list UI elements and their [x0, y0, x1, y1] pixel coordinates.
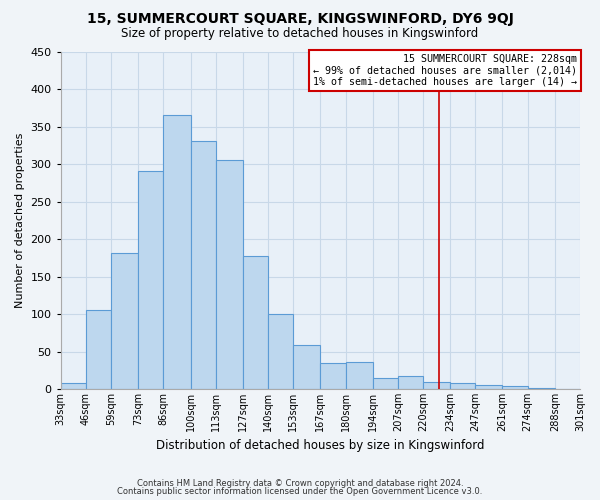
Bar: [527, 388, 555, 389]
Bar: [293, 345, 320, 389]
Bar: [502, 386, 527, 389]
Text: Size of property relative to detached houses in Kingswinford: Size of property relative to detached ho…: [121, 28, 479, 40]
Bar: [475, 386, 502, 389]
X-axis label: Distribution of detached houses by size in Kingswinford: Distribution of detached houses by size …: [156, 440, 485, 452]
Bar: [86, 310, 111, 389]
Bar: [346, 362, 373, 389]
Bar: [191, 141, 216, 389]
Bar: [216, 160, 243, 389]
Bar: [61, 383, 86, 389]
Bar: [398, 376, 423, 389]
Text: Contains HM Land Registry data © Crown copyright and database right 2024.: Contains HM Land Registry data © Crown c…: [137, 478, 463, 488]
Bar: [163, 114, 191, 389]
Y-axis label: Number of detached properties: Number of detached properties: [15, 132, 25, 308]
Bar: [268, 314, 293, 389]
Text: Contains public sector information licensed under the Open Government Licence v3: Contains public sector information licen…: [118, 487, 482, 496]
Bar: [138, 171, 163, 389]
Text: 15, SUMMERCOURT SQUARE, KINGSWINFORD, DY6 9QJ: 15, SUMMERCOURT SQUARE, KINGSWINFORD, DY…: [86, 12, 514, 26]
Bar: [450, 383, 475, 389]
Bar: [373, 378, 398, 389]
Bar: [320, 363, 346, 389]
Bar: [423, 382, 450, 389]
Text: 15 SUMMERCOURT SQUARE: 228sqm
← 99% of detached houses are smaller (2,014)
1% of: 15 SUMMERCOURT SQUARE: 228sqm ← 99% of d…: [313, 54, 577, 88]
Bar: [243, 256, 268, 389]
Bar: [111, 254, 138, 389]
